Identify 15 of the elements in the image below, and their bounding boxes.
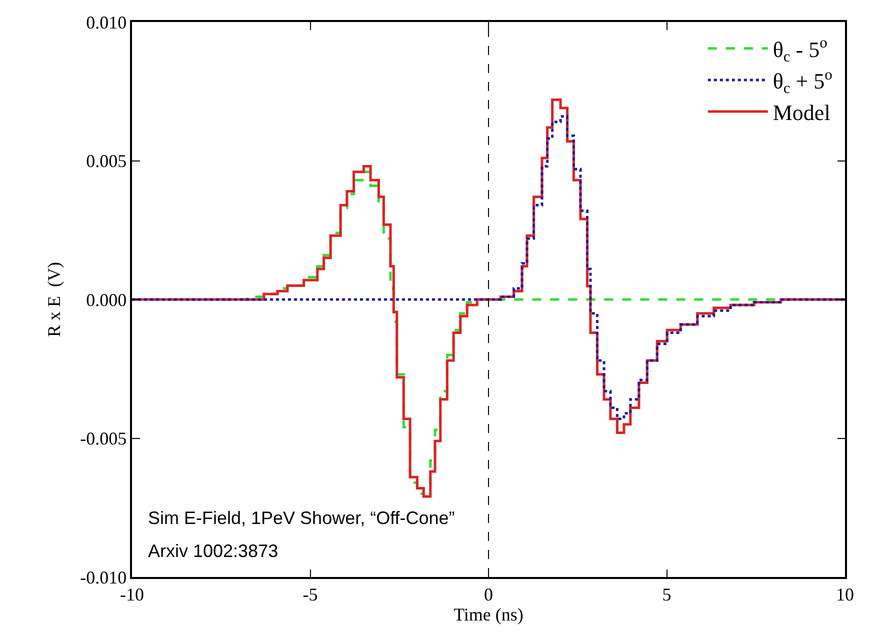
legend-label: Model xyxy=(772,100,830,126)
x-tick-label: 5 xyxy=(662,584,672,604)
annotation: Arxiv 1002:3873 xyxy=(148,541,278,561)
x-tick-label: 10 xyxy=(836,584,854,604)
y-axis-title: R x E (V) xyxy=(44,262,64,337)
y-tick-label: 0.005 xyxy=(86,151,127,172)
y-tick-label: -0.005 xyxy=(80,428,127,449)
annotation: Sim E-Field, 1PeV Shower, “Off-Cone” xyxy=(148,508,455,528)
y-tick-label: 0.000 xyxy=(86,290,127,310)
legend-label: θ$_{c}$ + 5$^{o}$ xyxy=(772,66,833,98)
x-tick-label: 0 xyxy=(484,584,493,604)
legend-label: θ$_{c}$ - 5$^{o}$ xyxy=(772,34,828,66)
x-tick-label: -5 xyxy=(302,584,318,604)
x-axis-title: Time (ns) xyxy=(454,604,524,624)
y-tick-label: 0.010 xyxy=(86,12,127,32)
